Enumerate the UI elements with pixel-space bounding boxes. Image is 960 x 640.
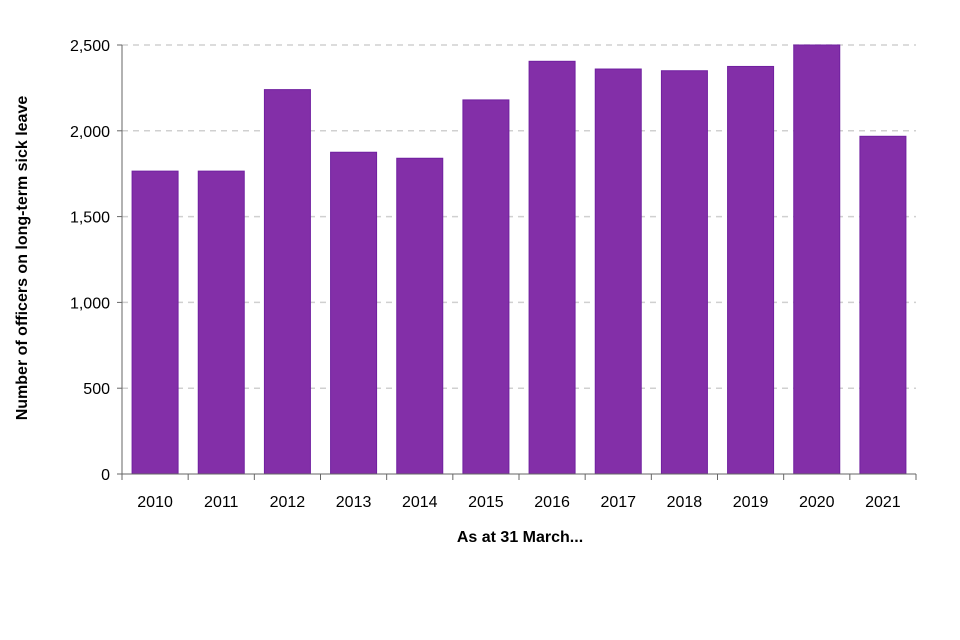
bar-2021 bbox=[859, 135, 907, 475]
x-tick-label: 2016 bbox=[534, 494, 570, 511]
bar-2019 bbox=[727, 65, 775, 475]
x-tick-label: 2010 bbox=[137, 494, 173, 511]
x-tick-label: 2021 bbox=[865, 494, 901, 511]
x-tick-label: 2018 bbox=[667, 494, 703, 511]
x-tick-label: 2014 bbox=[402, 494, 438, 511]
x-tick-label: 2011 bbox=[204, 494, 239, 511]
bar-2020 bbox=[793, 44, 841, 475]
bar-2014 bbox=[396, 157, 444, 475]
y-tick-label: 1,500 bbox=[70, 210, 110, 227]
x-axis-label: As at 31 March... bbox=[457, 529, 583, 546]
x-tick-label: 2013 bbox=[336, 494, 372, 511]
bar-2015 bbox=[462, 99, 510, 475]
x-tick-label: 2019 bbox=[733, 494, 769, 511]
bar-2011 bbox=[197, 170, 245, 475]
y-tick-label: 2,000 bbox=[70, 124, 110, 141]
bar-2010 bbox=[131, 170, 179, 475]
bar-2012 bbox=[263, 89, 311, 475]
y-tick-label: 500 bbox=[83, 381, 110, 398]
x-tick-label: 2017 bbox=[600, 494, 636, 511]
y-axis-label: Number of officers on long-term sick lea… bbox=[14, 96, 31, 421]
bar-2018 bbox=[660, 70, 708, 475]
bar-2013 bbox=[330, 151, 378, 475]
y-tick-label: 1,000 bbox=[70, 295, 110, 312]
bar-2016 bbox=[528, 60, 576, 475]
y-tick-label: 0 bbox=[101, 467, 110, 484]
y-tick-label: 2,500 bbox=[70, 38, 110, 55]
x-tick-label: 2015 bbox=[468, 494, 504, 511]
x-tick-label: 2012 bbox=[270, 494, 306, 511]
bar-2017 bbox=[594, 68, 642, 475]
x-tick-label: 2020 bbox=[799, 494, 835, 511]
